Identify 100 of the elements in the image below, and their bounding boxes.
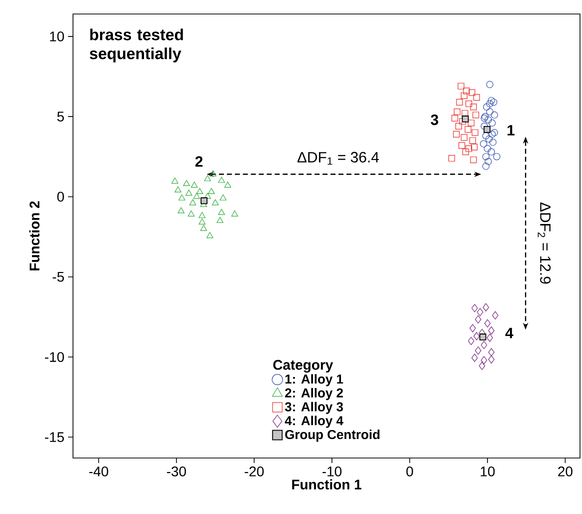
point [486,334,493,342]
point [460,134,468,141]
point [468,89,476,96]
point [220,194,226,200]
point [472,112,480,118]
legend-label: 3: Alloy 3 [284,402,343,414]
point [488,148,495,156]
point [486,80,494,88]
x-tick-label: -30 [166,466,186,476]
point [218,176,225,183]
point [198,212,206,218]
point [200,224,208,231]
point [200,197,208,204]
point [490,98,498,106]
point [174,186,182,192]
point [208,188,215,194]
point [488,119,496,127]
point [466,145,472,152]
x-tick-label: 10 [480,466,495,476]
y-tick-label: 0 [57,192,64,202]
point [493,153,500,160]
point [456,98,463,106]
point [462,116,469,122]
point [482,112,489,120]
legend-label: 4: Alloy 4 [284,416,344,428]
y-tick-label: 5 [57,112,64,122]
point [482,153,490,160]
point [482,132,490,140]
point [218,208,225,215]
point [448,154,455,162]
annotation: 2 [195,156,203,167]
point [231,210,238,216]
x-tick-label: -10 [322,466,342,476]
point [490,129,498,136]
annotation: 4 [505,328,514,338]
point [488,348,494,356]
point [484,158,492,166]
point [484,145,492,152]
point [488,355,494,364]
point [482,303,490,312]
x-tick-label: -20 [244,466,264,476]
point [474,315,482,324]
point [212,199,219,206]
point [488,326,494,335]
point [210,170,216,176]
point [204,192,211,199]
point [188,210,195,216]
point [459,118,466,125]
point [469,137,476,144]
point [470,104,477,110]
point [484,116,492,124]
point [196,188,204,194]
legend-label: Group Centroid [285,430,380,442]
point [464,126,472,133]
point [489,138,496,146]
legend-title: Category [273,360,334,373]
point [472,129,478,136]
point [484,126,491,133]
point [452,114,458,122]
point [486,100,494,108]
point [468,336,474,346]
point [470,144,478,150]
point [455,122,462,130]
point [470,324,476,332]
legend-label: 1: Alloy 1 [285,374,344,386]
point [488,96,495,104]
point [189,199,196,206]
x-tick-label: 20 [558,466,572,476]
point [480,140,488,148]
point [171,178,178,184]
point [473,94,480,101]
point [480,114,488,122]
annotation: ΔDF$_{1}$ = 36.4 [297,152,379,165]
point [216,216,224,223]
y-tick-label: 10 [50,31,64,42]
point [474,346,482,355]
point [473,332,480,340]
point [183,180,190,186]
point [193,192,200,199]
point [480,356,488,364]
point [488,130,496,138]
annotation: brass tested sequentially [90,28,183,62]
point [476,308,484,316]
point [484,319,491,328]
point [463,88,470,94]
point [454,108,460,116]
point [478,362,486,370]
point [466,100,472,108]
y-tick-label: -10 [44,352,64,362]
point [462,148,469,156]
point [470,156,477,164]
point [471,354,478,362]
point [480,340,488,350]
annotation: 1 [508,125,515,136]
x-axis-title: Function 1 [292,479,362,490]
legend-label: 2: Alloy 2 [285,388,343,400]
point [480,122,488,130]
point [479,334,486,340]
y-tick-label: -5 [52,272,64,282]
point [485,135,493,143]
